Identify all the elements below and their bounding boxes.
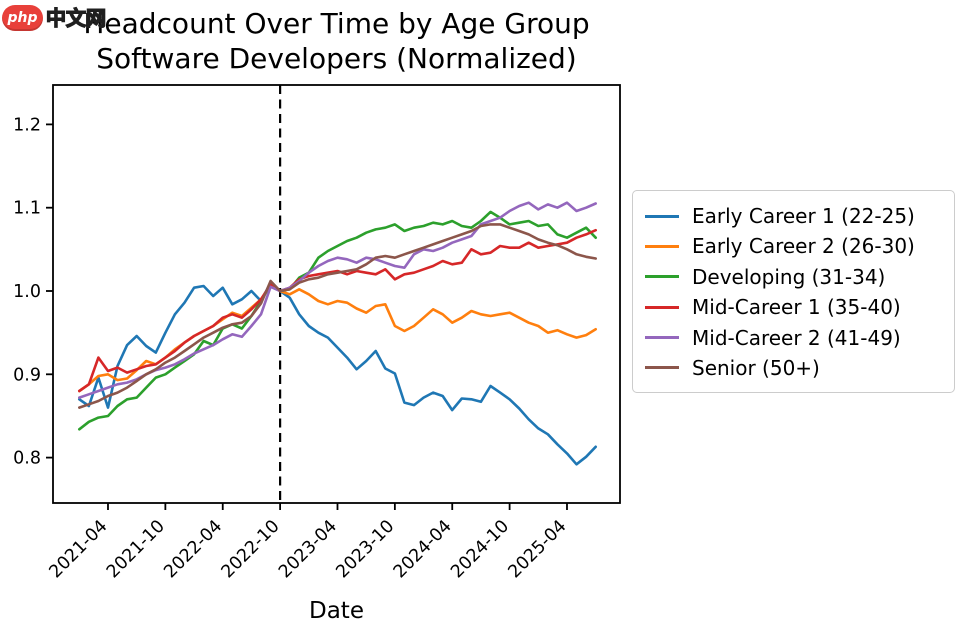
legend-item-2: Developing (31-34) (645, 263, 944, 291)
x-tick-label: 2021-04 (46, 516, 112, 582)
chart-title: Headcount Over Time by Age Group Softwar… (0, 6, 673, 76)
legend-item-1: Early Career 2 (26-30) (645, 232, 944, 260)
legend-label-2: Developing (31-34) (692, 264, 886, 289)
y-tick-label: 0.8 (13, 449, 41, 469)
legend-swatch-1 (645, 244, 679, 248)
x-tick-label: 2025-04 (505, 516, 571, 582)
x-tick-label: 2021-10 (103, 516, 169, 582)
x-tick-label: 2022-04 (160, 516, 226, 582)
series-line-1 (78, 284, 598, 393)
y-tick-label: 1.1 (13, 199, 41, 219)
legend-label-0: Early Career 1 (22-25) (692, 204, 915, 228)
y-tick-label: 1.0 (13, 282, 41, 302)
x-tick-label: 2024-04 (390, 516, 456, 582)
chart-title-line1: Headcount Over Time by Age Group (83, 7, 590, 40)
legend-item-5: Senior (50+) (645, 354, 944, 382)
x-axis-label: Date (309, 598, 364, 624)
site-name-text: 中文网 (45, 6, 106, 30)
site-watermark: php 中文网 (2, 5, 107, 31)
series-line-5 (78, 223, 598, 409)
legend: Early Career 1 (22-25) Early Career 2 (26… (632, 190, 955, 393)
php-logo-text: php (7, 10, 38, 26)
legend-swatch-3 (645, 305, 679, 309)
legend-item-0: Early Career 1 (22-25) (645, 202, 944, 230)
x-tick-label: 2023-10 (333, 516, 399, 582)
legend-label-3: Mid-Career 1 (35-40) (692, 295, 901, 320)
series-line-4 (78, 201, 598, 399)
legend-swatch-2 (645, 275, 679, 279)
y-tick-label: 1.2 (13, 115, 41, 135)
legend-swatch-5 (645, 366, 679, 370)
legend-label-1: Early Career 2 (26-30) (692, 234, 915, 259)
y-tick-label: 0.9 (13, 365, 41, 385)
legend-label-5: Senior (50+) (692, 355, 820, 380)
series-line-3 (78, 228, 598, 393)
legend-label-4: Mid-Career 2 (41-49) (692, 325, 901, 350)
legend-swatch-4 (645, 336, 679, 340)
x-tick-label: 2022-10 (218, 516, 284, 582)
series-line-0 (78, 281, 598, 466)
legend-item-3: Mid-Career 1 (35-40) (645, 293, 944, 321)
legend-item-4: Mid-Career 2 (41-49) (645, 324, 944, 352)
series-line-2 (78, 210, 598, 431)
x-tick-label: 2024-10 (447, 516, 513, 582)
chart-title-line2: Software Developers (Normalized) (96, 42, 577, 75)
php-logo-badge: php (2, 5, 43, 31)
axes-spines (52, 84, 621, 504)
legend-swatch-0 (645, 214, 679, 218)
x-tick-label: 2023-04 (275, 516, 341, 582)
